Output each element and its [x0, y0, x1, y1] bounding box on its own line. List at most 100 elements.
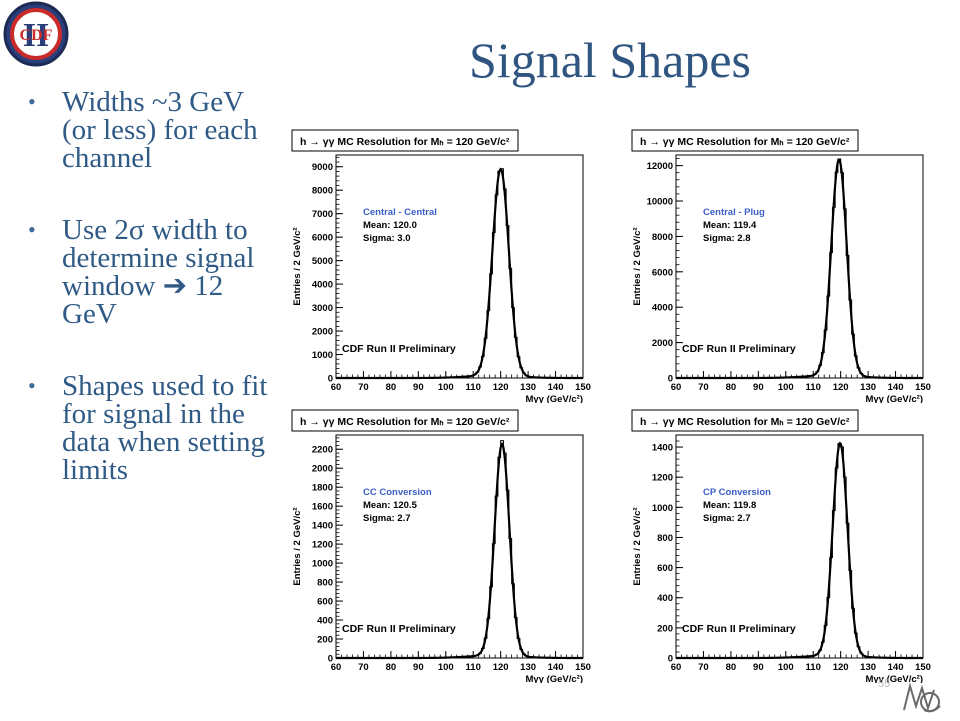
bullet-item: • Shapes used to fit for signal in the da… [28, 370, 268, 486]
cdf-preliminary-label: CDF Run II Preliminary [682, 343, 796, 355]
x-tick-label: 110 [466, 382, 481, 393]
y-tick-label: 1400 [312, 521, 333, 532]
x-tick-label: 150 [915, 662, 931, 673]
y-tick-label: 6000 [652, 267, 673, 278]
logo-lettering: CDF [20, 27, 53, 44]
plot-title: h → γγ MC Resolution for Mₕ = 120 GeV/c² [640, 416, 850, 428]
bullet-text: Shapes used to fit for signal in the dat… [62, 370, 268, 486]
x-tick-label: 130 [860, 382, 876, 393]
sigma-label: Sigma: 2.7 [363, 513, 411, 524]
title-box [291, 129, 519, 152]
x-tick-label: 150 [575, 382, 591, 393]
mean-label: Mean: 119.8 [703, 500, 756, 511]
x-tick-label: 80 [726, 382, 737, 393]
x-tick-label: 120 [833, 662, 849, 673]
title-box [291, 409, 519, 432]
resolution-plot-central-central: h → γγ MC Resolution for Mₕ = 120 GeV/c²… [286, 128, 591, 403]
y-tick-label: 0 [328, 374, 333, 385]
bullet-list: • Widths ~3 GeV (or less) for each channe… [28, 88, 268, 528]
x-axis-label: Mγγ (GeV/c²) [525, 674, 583, 683]
x-tick-label: 90 [413, 662, 424, 673]
plot-svg: h → γγ MC Resolution for Mₕ = 120 GeV/c²… [291, 129, 591, 403]
resolution-plot-cp-conversion: h → γγ MC Resolution for Mₕ = 120 GeV/c²… [626, 408, 931, 683]
fit-curve [676, 158, 924, 380]
y-tick-label: 7000 [312, 209, 333, 220]
x-axis-label: Mγγ (GeV/c²) [525, 394, 583, 403]
x-tick-label: 60 [671, 662, 682, 673]
plot-svg: h → γγ MC Resolution for Mₕ = 120 GeV/c²… [291, 409, 591, 683]
bullet-dot-icon: • [28, 89, 36, 114]
y-tick-label: 8000 [652, 232, 673, 243]
bullet-dot-icon: • [28, 217, 36, 242]
y-tick-label: 0 [668, 654, 673, 665]
x-tick-label: 90 [753, 662, 764, 673]
y-tick-label: 1000 [312, 350, 333, 361]
x-tick-label: 100 [778, 382, 794, 393]
title-box [631, 129, 859, 152]
y-tick-label: 400 [317, 616, 333, 627]
y-tick-label: 3000 [312, 303, 333, 314]
y-tick-label: 0 [668, 374, 673, 385]
y-tick-label: 600 [317, 597, 333, 608]
y-tick-label: 2000 [312, 327, 333, 338]
channel-label: CP Conversion [703, 487, 771, 498]
bullet-dot-icon: • [28, 373, 36, 398]
sigma-label: Sigma: 2.7 [703, 513, 751, 524]
y-tick-label: 8000 [312, 186, 333, 197]
page-number: 55 [878, 678, 891, 690]
x-tick-label: 120 [493, 662, 509, 673]
x-tick-label: 130 [860, 662, 876, 673]
resolution-plot-central-plug: h → γγ MC Resolution for Mₕ = 120 GeV/c²… [626, 128, 931, 403]
y-tick-label: 1200 [652, 473, 673, 484]
y-axis-label: Entries / 2 GeV/c² [292, 507, 303, 585]
cdf-preliminary-label: CDF Run II Preliminary [342, 623, 456, 635]
resolution-plot-cc-conversion: h → γγ MC Resolution for Mₕ = 120 GeV/c²… [286, 408, 591, 683]
y-tick-label: 200 [317, 635, 333, 646]
y-tick-label: 2200 [312, 445, 333, 456]
plot-title: h → γγ MC Resolution for Mₕ = 120 GeV/c² [300, 416, 510, 428]
x-tick-label: 80 [726, 662, 737, 673]
y-tick-label: 1800 [312, 483, 333, 494]
y-tick-label: 2000 [652, 338, 673, 349]
x-tick-label: 100 [778, 662, 794, 673]
x-tick-label: 140 [888, 662, 904, 673]
plot-frame [675, 434, 924, 659]
channel-label: Central - Plug [703, 207, 765, 218]
x-tick-label: 100 [438, 662, 454, 673]
channel-label: CC Conversion [363, 487, 432, 498]
y-axis-label: Entries / 2 GeV/c² [632, 227, 643, 305]
fit-curve [676, 441, 923, 660]
x-tick-label: 130 [520, 382, 536, 393]
cdf-logo: II CDF [2, 0, 70, 73]
bullet-text: Widths ~3 GeV (or less) for each channel [62, 86, 258, 174]
x-tick-label: 60 [331, 662, 342, 673]
x-tick-label: 140 [548, 662, 564, 673]
y-tick-label: 4000 [312, 280, 333, 291]
y-tick-label: 800 [657, 533, 673, 544]
x-tick-label: 60 [671, 382, 682, 393]
y-tick-label: 1400 [652, 443, 673, 454]
plot-svg: h → γγ MC Resolution for Mₕ = 120 GeV/c²… [631, 409, 931, 683]
x-tick-label: 110 [466, 662, 481, 673]
y-tick-label: 800 [317, 578, 333, 589]
mean-label: Mean: 120.5 [363, 500, 418, 511]
y-axis-label: Entries / 2 GeV/c² [632, 507, 643, 585]
x-tick-label: 90 [753, 382, 764, 393]
x-tick-label: 130 [520, 662, 536, 673]
y-tick-label: 10000 [647, 197, 673, 208]
y-axis-label: Entries / 2 GeV/c² [292, 227, 303, 305]
x-axis-label: Mγγ (GeV/c²) [865, 394, 923, 403]
mean-label: Mean: 120.0 [363, 220, 417, 231]
x-tick-label: 80 [386, 662, 397, 673]
y-tick-label: 12000 [647, 161, 673, 172]
cdf-preliminary-label: CDF Run II Preliminary [682, 623, 796, 635]
y-tick-label: 1200 [312, 540, 333, 551]
plot-svg: h → γγ MC Resolution for Mₕ = 120 GeV/c²… [631, 129, 931, 403]
x-tick-label: 120 [833, 382, 849, 393]
x-tick-label: 150 [915, 382, 931, 393]
y-tick-label: 6000 [312, 233, 333, 244]
cdf-preliminary-label: CDF Run II Preliminary [342, 343, 456, 355]
mean-label: Mean: 119.4 [703, 220, 757, 231]
x-tick-label: 100 [438, 382, 454, 393]
y-tick-label: 0 [328, 654, 333, 665]
